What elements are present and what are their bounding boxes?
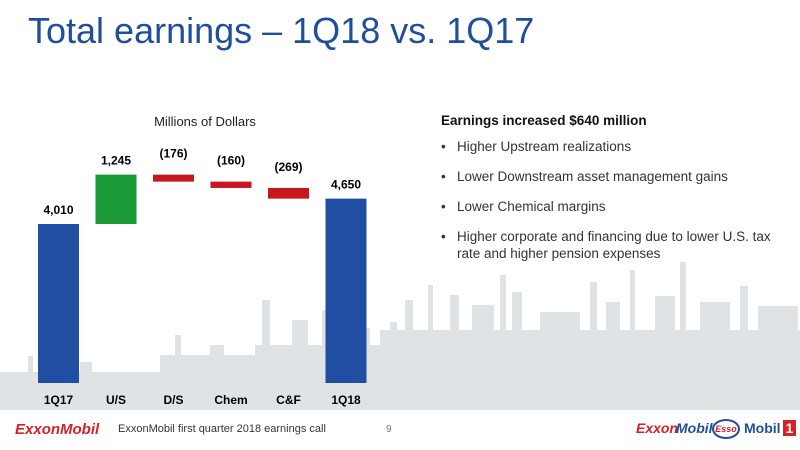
summary-bullet-list: • Higher Upstream realizations • Lower Dow…: [441, 138, 771, 275]
chart-bars: [38, 174, 367, 383]
chart-category-labels: 1Q17 U/S D/S Chem C&F 1Q18: [44, 393, 361, 407]
exxonmobil-logo: ExxonMobil: [15, 421, 100, 438]
bar-value-label: (269): [274, 160, 302, 174]
waterfall-bar: [38, 224, 79, 383]
footer-caption: ExxonMobil first quarter 2018 earnings c…: [118, 423, 326, 435]
chart-value-labels: 4,010 1,245 (176) (160) (269) 4,650: [43, 147, 361, 217]
summary-bullet-text: Lower Chemical margins: [457, 199, 606, 214]
bullet-dot-icon: •: [441, 199, 446, 214]
category-label: 1Q18: [331, 393, 361, 407]
summary-bullet: • Lower Downstream asset management gains: [441, 168, 771, 185]
summary-bullet: • Lower Chemical margins: [441, 198, 771, 215]
bar-value-label: 4,650: [331, 178, 361, 192]
waterfall-bar: [268, 187, 309, 199]
slide-title: Total earnings – 1Q18 vs. 1Q17: [28, 10, 535, 51]
mobil-logo: Mobil: [676, 420, 713, 436]
bar-value-label: (176): [159, 147, 187, 161]
exxon-logo: Exxon: [636, 420, 679, 436]
bullet-dot-icon: •: [441, 229, 446, 244]
mobil1-logo-text: Mobil: [744, 420, 781, 436]
bar-value-label: 4,010: [43, 203, 73, 217]
footer: ExxonMobil ExxonMobil first quarter 2018…: [0, 416, 800, 450]
bullet-dot-icon: •: [441, 139, 446, 154]
esso-logo: Esso: [712, 419, 740, 439]
waterfall-bar: [210, 181, 252, 188]
summary-bullet: • Higher corporate and financing due to l…: [441, 228, 771, 262]
waterfall-bar: [325, 198, 367, 383]
bullet-dot-icon: •: [441, 169, 446, 184]
summary-bullet-text: Higher Upstream realizations: [457, 139, 632, 154]
summary-bullet-text: Higher corporate and financing due to lo…: [457, 229, 771, 261]
mobil1-logo: Mobil 1: [744, 420, 797, 436]
waterfall-bar: [153, 174, 194, 182]
bar-value-label: (160): [217, 154, 245, 168]
category-label: Chem: [214, 393, 247, 407]
summary-bullet-text: Lower Downstream asset management gains: [457, 169, 728, 184]
waterfall-bar: [95, 174, 137, 224]
chart-unit-label: Millions of Dollars: [154, 114, 256, 129]
summary-bullet: • Higher Upstream realizations: [441, 138, 771, 155]
mobil1-logo-number: 1: [782, 420, 797, 436]
category-label: 1Q17: [44, 393, 74, 407]
bar-value-label: 1,245: [101, 154, 131, 168]
category-label: U/S: [106, 393, 126, 407]
category-label: D/S: [163, 393, 183, 407]
category-label: C&F: [276, 393, 301, 407]
summary-heading: Earnings increased $640 million: [441, 113, 647, 128]
page-number: 9: [386, 424, 392, 435]
